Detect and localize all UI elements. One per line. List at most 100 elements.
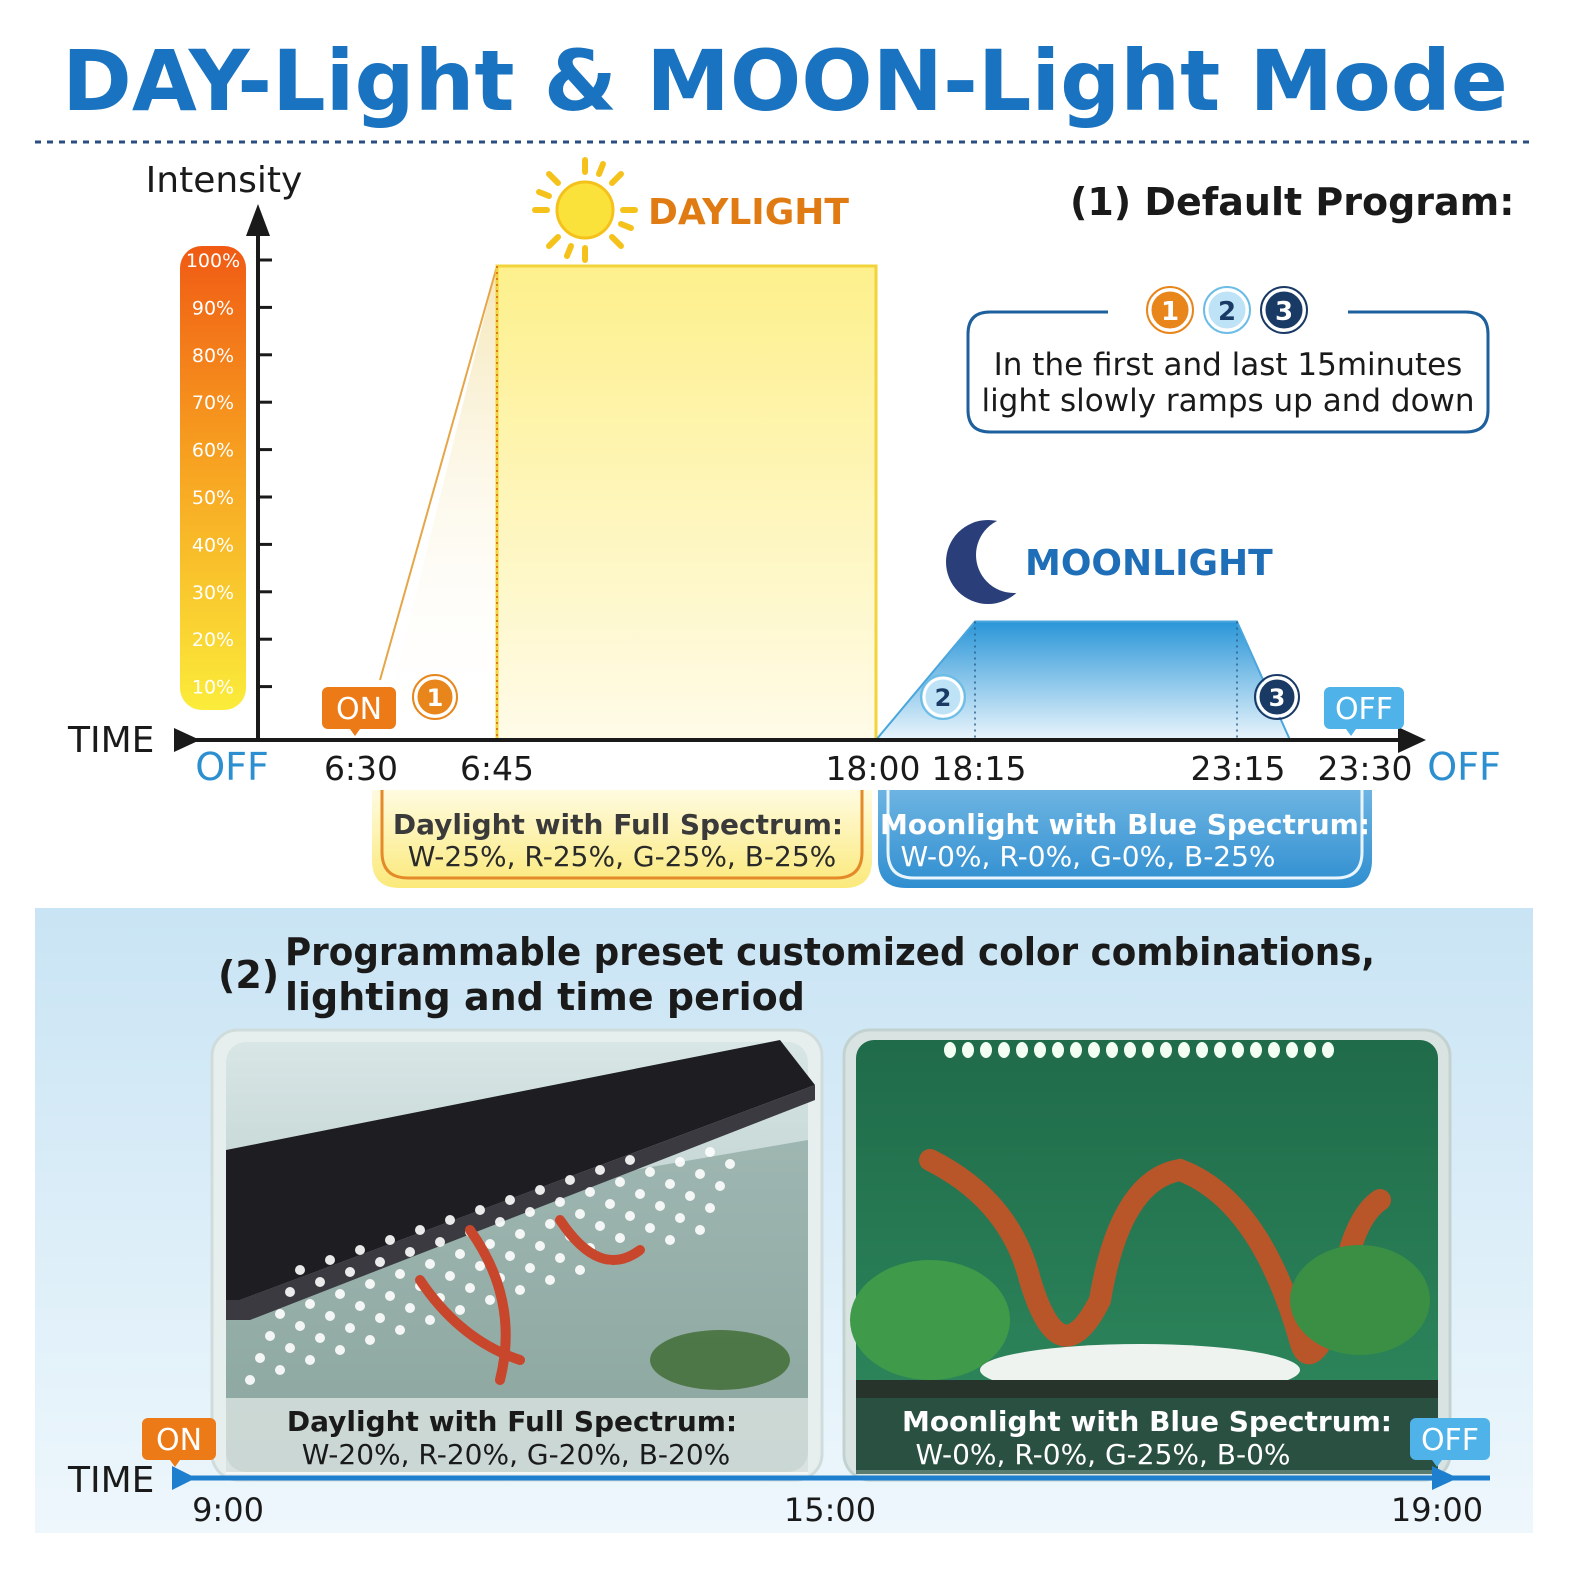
led-dot xyxy=(475,1261,485,1271)
photo2-caption-values: W-0%, R-0%, G-25%, B-0% xyxy=(915,1438,1290,1471)
daylight-spectrum-box-border xyxy=(380,790,864,880)
led-dot xyxy=(725,1159,735,1169)
led-dot xyxy=(1196,1042,1208,1058)
led-dot xyxy=(385,1291,395,1301)
led-dot xyxy=(998,1042,1010,1058)
led-dot xyxy=(305,1355,315,1365)
led-dot xyxy=(1142,1042,1154,1058)
led-dot xyxy=(445,1215,455,1225)
photo1-caption-values: W-20%, R-20%, G-20%, B-20% xyxy=(302,1438,731,1471)
led-dot xyxy=(465,1283,475,1293)
led-dot xyxy=(1232,1042,1244,1058)
led-dot xyxy=(245,1375,255,1385)
y-tick-label: 100% xyxy=(186,250,240,272)
led-dot xyxy=(425,1315,435,1325)
y-tick-label: 70% xyxy=(192,392,234,414)
led-dot xyxy=(405,1247,415,1257)
led-dot xyxy=(675,1157,685,1167)
step-marker-2: 2 xyxy=(920,674,966,720)
led-dot xyxy=(555,1197,565,1207)
led-dot xyxy=(625,1211,635,1221)
daylight-spectrum-values: W-25%, R-25%, G-25%, B-25% xyxy=(408,840,837,873)
led-dot xyxy=(1268,1042,1280,1058)
led-dot xyxy=(325,1255,335,1265)
section2-time-1: 15:00 xyxy=(784,1491,876,1529)
off-marker-label: OFF xyxy=(1335,692,1393,727)
led-dot xyxy=(505,1251,515,1261)
led-dot xyxy=(665,1179,675,1189)
on-marker-label: ON xyxy=(336,692,382,727)
led-dot xyxy=(375,1313,385,1323)
led-dot xyxy=(485,1239,495,1249)
led-dot xyxy=(1214,1042,1226,1058)
led-dot xyxy=(665,1235,675,1245)
led-dot xyxy=(565,1175,575,1185)
intensity-scale-bar xyxy=(180,246,246,710)
led-dot xyxy=(625,1155,635,1165)
led-dot xyxy=(1052,1042,1064,1058)
photo1-caption-title: Daylight with Full Spectrum: xyxy=(287,1405,737,1438)
led-dot xyxy=(615,1233,625,1243)
led-dot xyxy=(265,1331,275,1341)
led-dot xyxy=(455,1249,465,1259)
section2-time-2: 19:00 xyxy=(1391,1491,1483,1529)
plants-left xyxy=(850,1260,1010,1380)
section2-on-label: ON xyxy=(156,1423,202,1458)
led-dot xyxy=(1070,1042,1082,1058)
led-dot xyxy=(705,1147,715,1157)
led-dot xyxy=(1286,1042,1298,1058)
daylight-area xyxy=(495,264,878,742)
led-dot xyxy=(715,1181,725,1191)
led-dot xyxy=(425,1259,435,1269)
step-badge-2-label: 2 xyxy=(1218,297,1236,327)
y-axis-arrow xyxy=(246,204,270,236)
y-tick-label: 50% xyxy=(192,487,234,509)
led-dot xyxy=(535,1185,545,1195)
y-tick-group: 10% 20% 30% 40% 50% 60% 70% 80% 90% 100% xyxy=(186,250,272,699)
x-tick-off: OFF xyxy=(195,745,269,789)
led-dot xyxy=(395,1269,405,1279)
led-dot xyxy=(275,1365,285,1375)
step-marker-3-label: 3 xyxy=(1269,684,1286,712)
step-marker-3: 3 xyxy=(1254,674,1300,720)
note-line-2: light slowly ramps up and down xyxy=(981,383,1474,419)
led-dot xyxy=(345,1323,355,1333)
section2-timeline-arrow-start xyxy=(172,1466,196,1490)
led-dot xyxy=(365,1335,375,1345)
y-axis-label: Intensity xyxy=(146,160,303,201)
led-dot xyxy=(455,1305,465,1315)
step-badge-1: 1 xyxy=(1146,286,1194,334)
x-axis-label: TIME xyxy=(67,720,154,761)
led-dot xyxy=(415,1225,425,1235)
led-dot xyxy=(515,1285,525,1295)
y-tick-label: 60% xyxy=(192,440,234,462)
led-dot xyxy=(545,1275,555,1285)
daylight-spectrum-box xyxy=(372,790,872,888)
section2-time-label: TIME xyxy=(67,1460,154,1501)
default-program-heading: (1) Default Program: xyxy=(1070,180,1514,224)
led-dot xyxy=(335,1289,345,1299)
led-dot xyxy=(475,1205,485,1215)
led-dot xyxy=(962,1042,974,1058)
y-tick-label: 20% xyxy=(192,629,234,651)
y-tick-label: 90% xyxy=(192,297,234,319)
led-dot xyxy=(545,1219,555,1229)
led-dot xyxy=(1304,1042,1316,1058)
led-dot xyxy=(575,1265,585,1275)
led-dot xyxy=(325,1311,335,1321)
x-tick-label: 23:15 xyxy=(1190,749,1285,788)
photo1-caption-band xyxy=(226,1398,808,1474)
led-dot xyxy=(255,1353,265,1363)
x-tick-label: 6:30 xyxy=(324,749,398,788)
led-dot xyxy=(555,1253,565,1263)
led-dot xyxy=(395,1325,405,1335)
moonlight-label: MOONLIGHT xyxy=(1025,543,1273,584)
led-fixture xyxy=(226,1040,815,1320)
led-dot xyxy=(495,1217,505,1227)
led-dot xyxy=(535,1241,545,1251)
step-marker-1-label: 1 xyxy=(427,684,444,712)
x-tick-group: OFF 6:30 6:45 18:00 18:15 23:15 23:30 OFF xyxy=(195,745,1501,789)
y-tick-label: 40% xyxy=(192,534,234,556)
step-badge-3: 3 xyxy=(1260,286,1308,334)
led-dot xyxy=(485,1295,495,1305)
